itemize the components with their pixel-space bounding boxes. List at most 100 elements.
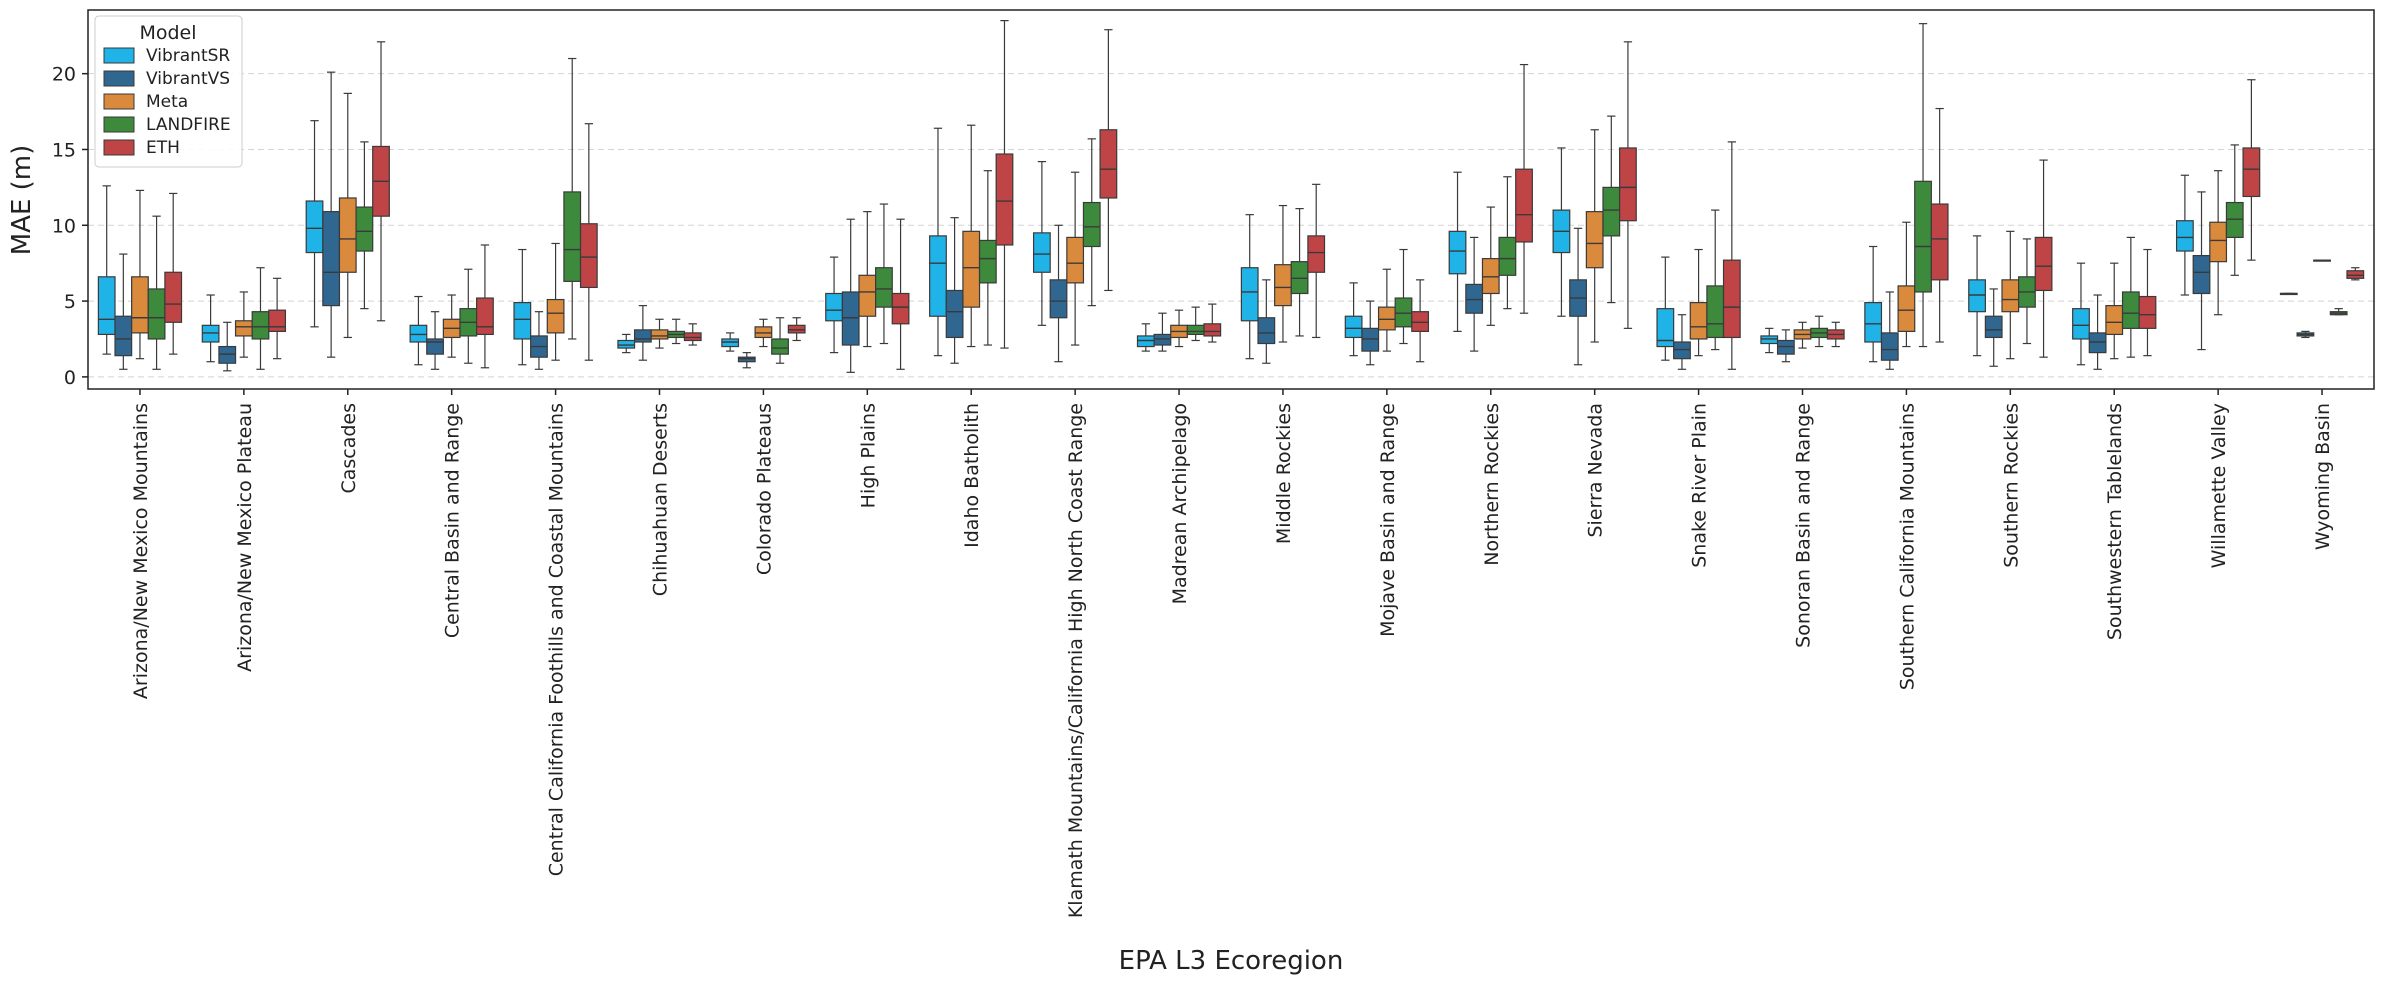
box-meta: [1481, 206, 1500, 326]
box-iqr: [1377, 306, 1396, 331]
box-landfire: [1914, 23, 1932, 348]
y-axis-title: MAE (m): [7, 145, 37, 256]
box-iqr: [546, 298, 565, 334]
box-eth: [476, 244, 494, 369]
box-iqr: [1585, 211, 1604, 269]
legend-swatch: [103, 116, 135, 133]
box-landfire: [2329, 308, 2348, 316]
box-eth: [1722, 141, 1741, 370]
box-iqr: [201, 324, 220, 343]
box-iqr: [426, 338, 444, 355]
box-iqr: [2138, 295, 2157, 329]
box-iqr: [1448, 230, 1467, 275]
box-vibrantvs: [737, 352, 756, 369]
box-eth: [1411, 279, 1430, 363]
grid-lines: [88, 73, 2374, 378]
legend-swatch: [103, 93, 135, 110]
box-eth: [683, 323, 702, 346]
box-iqr: [1602, 186, 1621, 237]
box-landfire: [2225, 144, 2244, 276]
box-iqr: [1706, 285, 1725, 339]
box-landfire: [978, 170, 997, 346]
box-eth: [372, 41, 390, 322]
box-iqr: [1240, 267, 1259, 322]
box-iqr: [929, 235, 947, 317]
box-iqr: [1032, 232, 1051, 273]
box-plots: [97, 20, 2365, 373]
box-vibrantsr: [2279, 292, 2298, 296]
box-vibrantvs: [1257, 279, 1276, 364]
x-tick-label: Sonoran Basin and Range: [1793, 403, 1815, 648]
box-iqr: [945, 289, 964, 339]
box-iqr: [1880, 332, 1899, 361]
box-vibrantsr: [409, 295, 428, 366]
box-iqr: [1968, 279, 1986, 313]
box-iqr: [97, 276, 116, 336]
box-vibrantsr: [1032, 161, 1051, 326]
box-iqr: [1897, 285, 1916, 332]
box-iqr: [1290, 261, 1309, 295]
x-tick-label: Cascades: [338, 403, 360, 494]
x-tick-label: Northern Rockies: [1481, 403, 1503, 566]
box-iqr: [234, 320, 253, 337]
box-iqr: [2001, 279, 2020, 313]
box-iqr: [218, 345, 237, 364]
box-iqr: [754, 326, 773, 339]
x-tick-label: Idaho Batholith: [961, 403, 983, 548]
y-tick-label: 0: [64, 367, 76, 389]
box-vibrantsr: [1968, 235, 1986, 357]
box-iqr: [2088, 332, 2107, 354]
box-vibrantsr: [617, 333, 636, 354]
box-iqr: [268, 309, 287, 332]
box-landfire: [771, 317, 789, 364]
box-iqr: [1257, 317, 1276, 345]
legend-label: VibrantSR: [146, 46, 230, 66]
box-eth: [1515, 63, 1533, 314]
box-vibrantvs: [322, 71, 341, 358]
box-iqr: [1203, 323, 1222, 337]
box-iqr: [1153, 333, 1172, 346]
box-meta: [2001, 230, 2020, 360]
x-tick-label: Arizona/New Mexico Plateau: [234, 403, 256, 672]
box-landfire: [1810, 315, 1829, 348]
box-vibrantsr: [721, 332, 740, 352]
box-iqr: [825, 292, 843, 322]
box-iqr: [1465, 283, 1484, 314]
box-iqr: [2175, 220, 2194, 252]
box-meta: [1689, 248, 1708, 357]
box-eth: [2346, 267, 2365, 281]
box-vibrantsr: [305, 120, 324, 328]
legend-label: ETH: [146, 138, 180, 158]
box-landfire: [875, 203, 893, 345]
box-iqr: [978, 239, 997, 284]
box-iqr: [633, 329, 652, 343]
box-iqr: [2242, 147, 2261, 198]
box-iqr: [1656, 308, 1675, 348]
box-iqr: [1914, 180, 1932, 293]
box-iqr: [1082, 201, 1101, 248]
x-tick-label: Sierra Nevada: [1585, 403, 1607, 538]
box-iqr: [1515, 168, 1533, 243]
box-eth: [2242, 79, 2261, 261]
box-meta: [2105, 262, 2124, 360]
x-tick-label: Madrean Archipelago: [1169, 403, 1191, 604]
box-iqr: [1776, 339, 1795, 355]
y-tick-label: 10: [52, 215, 76, 237]
box-vibrantvs: [218, 321, 237, 372]
box-vibrantsr: [513, 248, 532, 366]
box-eth: [164, 192, 183, 355]
box-vibrantvs: [114, 253, 133, 370]
x-tick-label: Snake River Plain: [1689, 403, 1711, 568]
box-iqr: [476, 297, 494, 336]
x-tick-label: Willamette Valley: [2208, 403, 2230, 568]
box-iqr: [1274, 264, 1292, 307]
box-iqr: [1344, 315, 1363, 339]
box-iqr: [962, 230, 981, 308]
y-tick-label: 20: [52, 64, 76, 86]
box-iqr: [513, 301, 532, 340]
box-meta: [2313, 259, 2331, 262]
box-vibrantsr: [1552, 147, 1571, 317]
box-iqr: [322, 211, 341, 307]
box-iqr: [2121, 291, 2140, 329]
box-landfire: [1290, 207, 1309, 337]
